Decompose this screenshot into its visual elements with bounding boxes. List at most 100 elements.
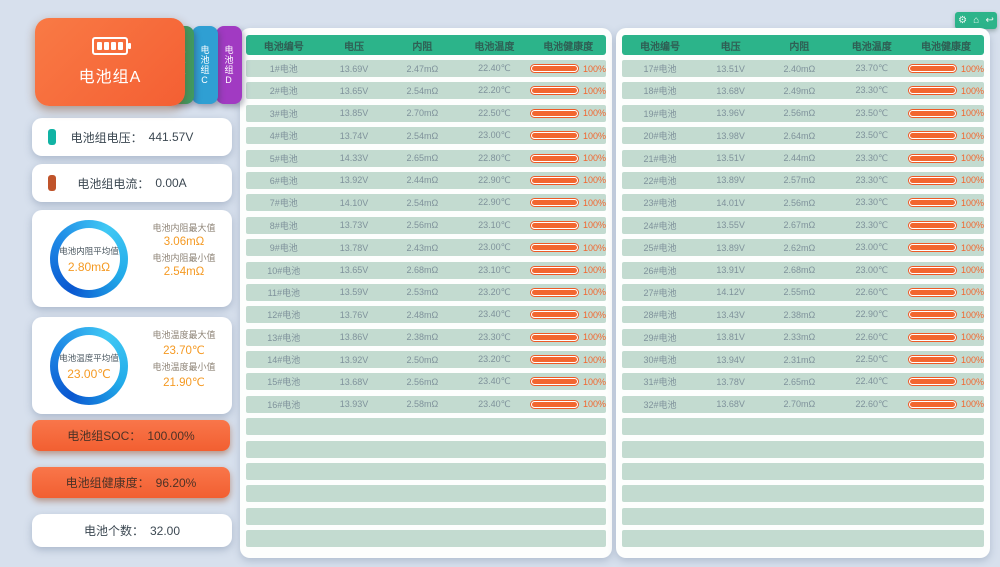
health-percent: 100% — [582, 376, 606, 387]
battery-id: 31#电池 — [643, 377, 677, 388]
table-row-empty — [622, 530, 984, 548]
health-percent: 100% — [960, 153, 984, 164]
health-cell: 100% — [907, 287, 984, 297]
soc-button[interactable]: 电池组SOC： 100.00% — [32, 420, 230, 451]
battery-id: 8#电池 — [269, 220, 298, 231]
health-percent: 100% — [582, 153, 606, 164]
health-bar-icon — [530, 243, 579, 253]
health-bar-icon — [530, 86, 579, 96]
temperature-value: 23.30℃ — [855, 152, 889, 163]
health-bar-icon — [530, 131, 579, 141]
battery-id: 4#电池 — [269, 131, 298, 142]
table-row: 11#电池 13.59V 2.53mΩ 23.20℃ 100% — [246, 283, 606, 301]
voltage-value: 13.65V — [339, 265, 369, 276]
voltage-value: 13.89V — [716, 175, 745, 186]
temperature-value: 23.10℃ — [478, 219, 511, 230]
settings-icon[interactable]: ⚙ — [958, 14, 968, 26]
voltage-value: 13.93V — [339, 399, 369, 410]
voltage-value: 13.74V — [339, 130, 369, 141]
temperature-value: 23.40℃ — [478, 376, 511, 387]
soc-label: 电池组SOC： — [67, 429, 142, 443]
resistance-value: 2.70mΩ — [783, 399, 816, 410]
table-row: 32#电池 13.68V 2.70mΩ 22.60℃ 100% — [622, 395, 984, 413]
battery-count-card: 电池个数： 32.00 — [32, 514, 232, 547]
home-icon[interactable]: ⌂ — [973, 14, 980, 26]
health-bar-icon — [907, 355, 957, 365]
health-percent: 100% — [960, 242, 984, 253]
temperature-gauge-ring: 电池温度平均值 23.00℃ — [50, 327, 128, 405]
health-cell: 100% — [530, 220, 606, 230]
battery-id: 23#电池 — [643, 198, 677, 209]
table-row: 18#电池 13.68V 2.49mΩ 23.30℃ 100% — [622, 82, 984, 100]
resistance-min-value: 2.54mΩ — [163, 266, 205, 278]
voltage-value: 13.68V — [339, 376, 369, 387]
temperature-value: 23.00℃ — [478, 130, 511, 141]
temperature-avg-value: 23.00℃ — [67, 366, 111, 381]
health-bar-icon — [530, 265, 579, 275]
resistance-value: 2.49mΩ — [783, 85, 816, 96]
health-cell: 100% — [530, 265, 606, 275]
health-cell: 100% — [530, 175, 606, 185]
pack-health-button[interactable]: 电池组健康度： 96.20% — [32, 467, 230, 498]
temperature-value: 23.30℃ — [478, 331, 511, 342]
health-bar-icon — [907, 86, 957, 96]
health-percent: 100% — [960, 175, 984, 186]
health-cell: 100% — [907, 108, 984, 118]
health-cell: 100% — [530, 131, 606, 141]
health-bar-icon — [530, 108, 579, 118]
temperature-min-value: 21.90℃ — [163, 377, 205, 389]
table-row: 8#电池 13.73V 2.56mΩ 23.10℃ 100% — [246, 216, 606, 234]
voltage-value: 13.96V — [716, 108, 745, 119]
health-cell: 100% — [907, 220, 984, 230]
tab-battery-group-c[interactable]: 电池组C — [192, 26, 218, 104]
resistance-value: 2.70mΩ — [406, 108, 439, 119]
table-row: 3#电池 13.85V 2.70mΩ 22.50℃ 100% — [246, 104, 606, 122]
temperature-value: 22.20℃ — [478, 85, 511, 96]
voltage-value: 13.76V — [339, 309, 369, 320]
temperature-gauge-card: 电池温度平均值 23.00℃ 电池温度最大值 23.70℃ 电池温度最小值 21… — [32, 317, 232, 414]
col-battery-id: 电池编号 — [263, 41, 304, 53]
health-bar-icon — [530, 287, 579, 297]
pack-voltage-value: 441.57V — [148, 130, 194, 144]
health-bar-icon — [907, 332, 957, 342]
table-row: 26#电池 13.91V 2.68mΩ 23.00℃ 100% — [622, 261, 984, 279]
battery-id: 27#电池 — [643, 287, 677, 298]
health-percent: 100% — [582, 175, 606, 186]
battery-id: 19#电池 — [643, 108, 677, 119]
temperature-value: 23.10℃ — [478, 264, 511, 275]
table-row: 22#电池 13.89V 2.57mΩ 23.30℃ 100% — [622, 171, 984, 189]
resistance-value: 2.56mΩ — [783, 197, 816, 208]
health-bar-icon — [530, 64, 579, 73]
table-row-empty — [622, 440, 984, 458]
table-row: 10#电池 13.65V 2.68mΩ 23.10℃ 100% — [246, 261, 606, 279]
resistance-gauge-card: 电池内阻平均值 2.80mΩ 电池内阻最大值 3.06mΩ 电池内阻最小值 2.… — [32, 210, 232, 307]
health-bar-icon — [530, 310, 579, 320]
table-row-empty — [246, 463, 606, 481]
health-percent: 100% — [960, 309, 984, 320]
table-row-empty — [246, 440, 606, 458]
health-cell: 100% — [530, 86, 606, 96]
health-cell: 100% — [530, 153, 606, 163]
health-bar-icon — [907, 108, 957, 118]
temperature-value: 23.20℃ — [478, 354, 511, 365]
tab-battery-group-d[interactable]: 电池组D — [216, 26, 242, 104]
battery-id: 24#电池 — [643, 220, 677, 231]
voltage-value: 13.65V — [339, 85, 369, 96]
health-percent: 100% — [960, 399, 984, 410]
resistance-value: 2.56mΩ — [406, 220, 439, 231]
health-percent: 100% — [960, 197, 984, 208]
health-bar-icon — [530, 399, 579, 409]
back-icon[interactable]: ↩ — [985, 14, 994, 26]
resistance-max-value: 3.06mΩ — [163, 236, 205, 248]
battery-id: 30#电池 — [643, 355, 677, 366]
table-row: 16#电池 13.93V 2.58mΩ 23.40℃ 100% — [246, 395, 606, 413]
health-bar-icon — [530, 220, 579, 230]
health-percent: 100% — [582, 287, 606, 298]
resistance-value: 2.40mΩ — [783, 63, 816, 74]
table-row: 9#电池 13.78V 2.43mΩ 23.00℃ 100% — [246, 239, 606, 257]
voltage-value: 13.69V — [339, 63, 369, 74]
voltage-value: 13.92V — [339, 175, 369, 186]
tab-battery-group-a[interactable]: 电池组A — [35, 18, 185, 106]
temperature-value: 22.40℃ — [478, 63, 511, 73]
health-bar-icon — [907, 198, 957, 208]
